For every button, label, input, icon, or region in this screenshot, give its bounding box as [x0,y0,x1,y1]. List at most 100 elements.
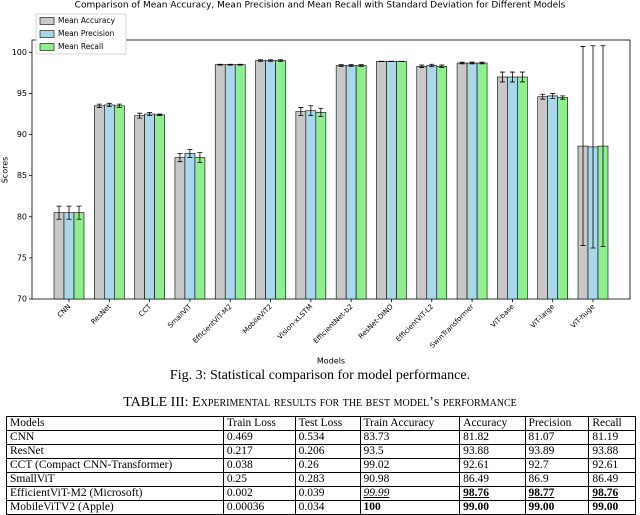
table-cell: 99.00 [525,501,589,515]
table-title: TABLE III: Experimental results for the … [0,395,640,411]
x-tick-label: ResNet [90,303,113,326]
x-tick-label: EfficientViT-M2 [191,303,233,345]
x-tick-label: MobileViT2 [241,303,274,336]
table-cell: 99.00 [460,501,525,515]
table-cell: 100 [360,501,460,515]
chart-title: Comparison of Mean Accuracy, Mean Precis… [75,1,566,11]
bar [74,213,84,299]
bar [497,77,507,299]
chart: Comparison of Mean Accuracy, Mean Precis… [0,0,640,366]
x-tick-label: Vision-xLSTM [276,303,314,341]
bar [548,96,558,299]
legend-swatch [40,44,54,51]
table-cell: 0.034 [295,501,360,515]
table-cell: 83.73 [360,431,460,445]
bar [376,61,386,299]
bar [538,97,548,299]
table-cell: 0.25 [223,473,295,487]
bar [175,158,185,299]
header-cell: Recall [589,417,636,431]
table-cell: 90.98 [360,473,460,487]
legend-label: Mean Recall [58,42,103,51]
table-cell: 0.038 [223,459,295,473]
bar [356,65,366,299]
x-tick-label: CCT [137,302,153,318]
legend-label: Mean Precision [58,29,115,38]
table-cell: 0.469 [223,431,295,445]
x-tick-label: ViT-huge [569,303,596,330]
y-tick-label: 85 [17,171,27,180]
bar [64,213,74,299]
table-cell: 0.534 [295,431,360,445]
bar [215,65,225,299]
x-tick-label: ResNet-DINO [357,302,395,340]
table-cell: 99.00 [589,501,636,515]
header-cell: Accuracy [460,417,525,431]
bar [316,112,326,299]
y-tick-label: 95 [17,89,27,98]
x-tick-label: SmallViT [166,302,194,330]
table-cell: 0.26 [295,459,360,473]
x-tick-label: ViT-base [489,303,515,329]
bar [386,61,396,299]
table-cell: 81.19 [589,431,636,445]
header-cell: Test Loss [295,417,360,431]
bar [346,65,356,299]
bar [467,63,477,299]
table-cell: 86.49 [589,473,636,487]
y-tick-label: 100 [12,48,27,57]
bar [104,105,114,299]
bar [457,63,467,299]
bar [155,115,165,299]
bar [235,65,245,299]
bar [185,153,195,299]
table-cell: 0.00036 [223,501,295,515]
y-tick-label: 70 [17,295,27,304]
y-axis-label: Scores [1,157,10,184]
table-cell: 93.88 [589,445,636,459]
bar [195,158,205,299]
table-cell: 86.9 [525,473,589,487]
table-cell: 92.61 [460,459,525,473]
legend-label: Mean Accuracy [58,16,116,25]
bar [135,116,145,299]
bar [145,114,155,299]
header-cell: Train Accuracy [360,417,460,431]
table-cell: ResNet [7,445,224,459]
bar [417,66,427,299]
table-cell: 93.89 [525,445,589,459]
y-tick-label: 90 [17,130,27,139]
x-tick-label: EfficientViT-L2 [394,303,435,344]
header-cell: Train Loss [223,417,295,431]
table-cell: 99.99 [360,487,460,501]
table-cell: 0.217 [223,445,295,459]
x-tick-label: ViT-large [529,303,556,330]
bar [437,66,447,299]
table-cell: 98.76 [589,487,636,501]
table-cell: 0.206 [295,445,360,459]
x-tick-label: EfficientNet-b2 [312,303,355,346]
table-cell: 0.039 [295,487,360,501]
bar [296,112,306,299]
bar [517,77,527,299]
table-cell: 98.77 [525,487,589,501]
x-tick-label: CNN [56,303,73,320]
figure-caption: Fig. 3: Statistical comparison for model… [0,368,640,384]
bar [396,61,406,299]
table-cell: 93.5 [360,445,460,459]
y-tick-label: 80 [17,212,27,221]
table-cell: 92.7 [525,459,589,473]
bar [54,213,64,299]
bar [266,61,276,299]
bar [336,65,346,299]
bar [558,98,568,299]
table-cell: 86.49 [460,473,525,487]
